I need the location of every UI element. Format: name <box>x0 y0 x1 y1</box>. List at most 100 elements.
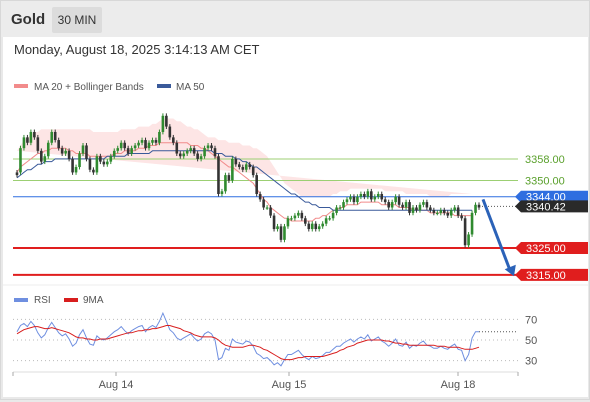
candle-body <box>425 202 429 208</box>
rsi-legend-swatch <box>14 298 28 302</box>
candle-body <box>272 215 276 230</box>
candle-body <box>85 145 88 159</box>
candle-body <box>137 142 140 146</box>
candle-body <box>126 148 130 154</box>
rsi-ma-line <box>16 325 480 361</box>
candle-body <box>161 115 165 132</box>
time-axis-label: Aug 14 <box>99 379 134 391</box>
candle-body <box>178 153 182 157</box>
current-price-tag <box>515 190 588 203</box>
candle-body <box>300 212 304 219</box>
candle-body <box>373 196 377 200</box>
candle-body <box>102 161 106 165</box>
candle-body <box>234 158 238 165</box>
candle-body <box>317 226 321 230</box>
price-labels-layer: 3358.003350.003344.003340.423325.003315.… <box>515 154 588 282</box>
candle-body <box>269 207 272 216</box>
ma50-legend-label: MA 50 <box>176 82 205 93</box>
candle-body <box>415 207 418 211</box>
timeframe-button[interactable]: 30 MIN <box>52 7 102 33</box>
candle-body <box>248 164 252 168</box>
candle-body <box>442 210 446 213</box>
candle-body <box>22 137 26 149</box>
candle-body <box>307 223 311 230</box>
candle-body <box>231 158 234 181</box>
candle-body <box>297 212 300 216</box>
candle-body <box>324 218 328 224</box>
rsi-panel: RSI 9MA 70 50 30 <box>13 295 537 368</box>
candle-body <box>363 194 366 197</box>
candle-body <box>196 153 199 159</box>
candle-body <box>224 175 227 192</box>
candle-body <box>310 223 314 230</box>
candle-body <box>286 218 290 227</box>
price-chart[interactable]: 3358.003350.003344.003340.423325.003315.… <box>3 37 588 397</box>
ma20-legend-label: MA 20 + Bollinger Bands <box>34 82 144 93</box>
candle-body <box>244 164 248 170</box>
candle-body <box>460 215 463 219</box>
last-price-tag <box>515 200 588 213</box>
time-axis: Aug 14 Aug 15 Aug 18 <box>12 371 519 391</box>
candle-body <box>182 153 186 157</box>
candle-body <box>210 145 213 149</box>
candle-body <box>19 148 22 173</box>
candle-body <box>57 140 60 149</box>
candle-body <box>345 199 349 203</box>
candle-body <box>383 199 387 203</box>
candle-body <box>422 202 425 205</box>
forecast-arrow-layer <box>481 198 516 277</box>
candle-body <box>40 150 43 162</box>
candle-body <box>151 140 154 143</box>
candle-body <box>470 212 474 235</box>
candle-body <box>78 153 81 168</box>
candle-body <box>352 196 356 203</box>
candle-body <box>331 212 335 219</box>
rsi-ma-legend-swatch <box>64 298 78 302</box>
candle-body <box>53 131 57 141</box>
candle-body <box>227 175 231 181</box>
candle-body <box>192 148 196 154</box>
top-bar: Gold 30 MIN <box>1 1 589 37</box>
candle-body <box>380 194 384 200</box>
ma20-line <box>16 142 473 222</box>
candle-body <box>290 218 293 220</box>
candle-body <box>175 142 179 154</box>
legend-layer: MA 20 + Bollinger Bands MA 50 <box>14 82 205 93</box>
candle-body <box>342 202 345 208</box>
candle-body <box>251 167 255 176</box>
candle-body <box>474 204 477 213</box>
candle-body <box>439 210 443 213</box>
candle-body <box>279 226 283 240</box>
bollinger-bands-layer <box>17 118 473 197</box>
candle-body <box>60 148 64 154</box>
candle-body <box>283 226 286 240</box>
candle-body <box>36 137 40 151</box>
candle-body <box>154 140 158 143</box>
candle-body <box>390 202 394 208</box>
price-levels-layer <box>13 158 518 276</box>
candle-body <box>356 196 359 203</box>
candle-body <box>321 223 324 227</box>
candle-body <box>449 210 453 216</box>
candle-body <box>26 137 29 143</box>
candle-body <box>217 156 220 194</box>
candle-body <box>304 218 307 224</box>
candle-body <box>33 131 36 138</box>
candle-body <box>477 204 481 208</box>
candle-body <box>387 202 390 208</box>
ma20-legend-swatch <box>14 84 28 88</box>
candles-layer <box>15 113 481 248</box>
rsi-tick-label: 70 <box>525 314 537 326</box>
candle-body <box>463 218 467 246</box>
rsi-legend-label: RSI <box>34 295 51 306</box>
support-price-tag <box>515 268 588 281</box>
candle-body <box>262 199 265 208</box>
candle-body <box>376 194 380 197</box>
candle-body <box>81 145 85 154</box>
candle-body <box>95 156 99 173</box>
ma50-legend-swatch <box>157 84 171 88</box>
bollinger-band-area <box>17 118 473 197</box>
last-price-label: 3340.42 <box>526 201 566 213</box>
symbol-title: Gold <box>11 11 46 28</box>
ma50-line <box>16 150 473 211</box>
